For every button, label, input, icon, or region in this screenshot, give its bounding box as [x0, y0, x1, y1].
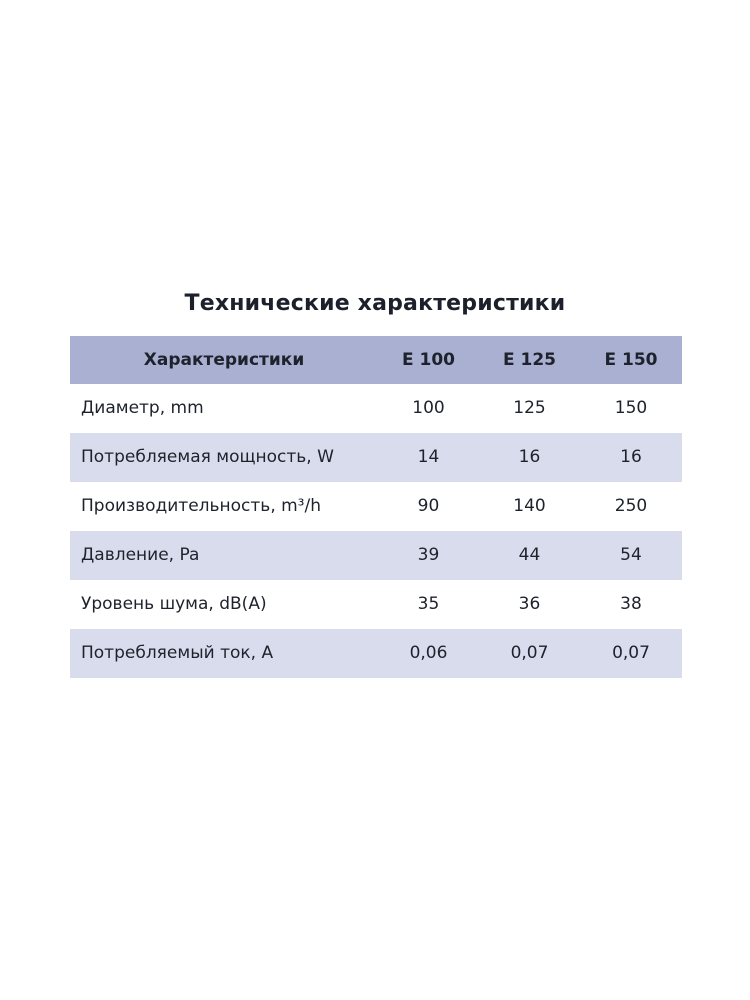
row-value: 35 — [417, 594, 440, 614]
header-cell-characteristics: Характеристики — [143, 349, 305, 370]
table-row-current: Потребляемый ток, A 0,06 0,07 0,07 — [70, 629, 682, 678]
row-value: 16 — [620, 447, 642, 467]
header-cell-e125: E 125 — [502, 349, 557, 370]
row-value: 90 — [417, 496, 440, 516]
table-row-capacity: Производительность, m³/h 90 140 250 — [70, 482, 682, 531]
table-row-noise: Уровень шума, dB(A) 35 36 38 — [70, 580, 682, 629]
row-label: Потребляемая мощность, W — [81, 447, 334, 467]
row-value: 16 — [518, 447, 541, 467]
row-value: 100 — [412, 398, 445, 418]
row-label: Производительность, m³/h — [81, 496, 322, 516]
row-value: 44 — [518, 545, 541, 565]
row-label: Уровень шума, dB(A) — [81, 594, 267, 614]
header-cell-e100: E 100 — [401, 349, 456, 370]
row-value: 0,07 — [510, 643, 549, 663]
row-value: 54 — [620, 545, 642, 565]
page-title: Технические характеристики — [184, 291, 566, 316]
table-row-power: Потребляемая мощность, W 14 16 16 — [70, 433, 682, 482]
row-label: Потребляемый ток, A — [81, 643, 274, 663]
row-value: 150 — [614, 398, 648, 418]
row-value: 125 — [513, 398, 546, 418]
row-label: Давление, Pa — [81, 545, 200, 565]
row-value: 140 — [513, 496, 546, 516]
row-value: 36 — [518, 594, 541, 614]
row-value: 39 — [417, 545, 440, 565]
row-value: 0,06 — [409, 643, 448, 663]
row-label: Диаметр, mm — [81, 398, 204, 418]
row-value: 38 — [620, 594, 642, 614]
table-row-pressure: Давление, Pa 39 44 54 — [70, 531, 682, 580]
row-value: 250 — [614, 496, 648, 516]
header-cell-e150: E 150 — [604, 349, 658, 370]
spec-table: Характеристики E 100 E 125 E 150 Диаметр… — [70, 336, 682, 678]
row-value: 14 — [417, 447, 440, 467]
table-header-row: Характеристики E 100 E 125 E 150 — [70, 336, 682, 384]
row-value: 0,07 — [612, 643, 650, 663]
table-row-diameter: Диаметр, mm 100 125 150 — [70, 384, 682, 433]
